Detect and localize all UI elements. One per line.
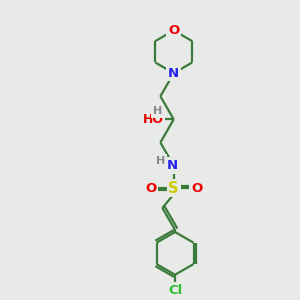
Text: N: N	[168, 67, 179, 80]
Text: H: H	[156, 156, 165, 166]
Text: O: O	[191, 182, 202, 195]
Text: H: H	[153, 106, 162, 116]
Text: HO: HO	[142, 113, 164, 126]
Text: S: S	[169, 181, 179, 196]
Text: O: O	[145, 182, 157, 195]
Text: O: O	[168, 24, 179, 37]
Text: Cl: Cl	[168, 284, 182, 297]
Text: N: N	[167, 159, 178, 172]
